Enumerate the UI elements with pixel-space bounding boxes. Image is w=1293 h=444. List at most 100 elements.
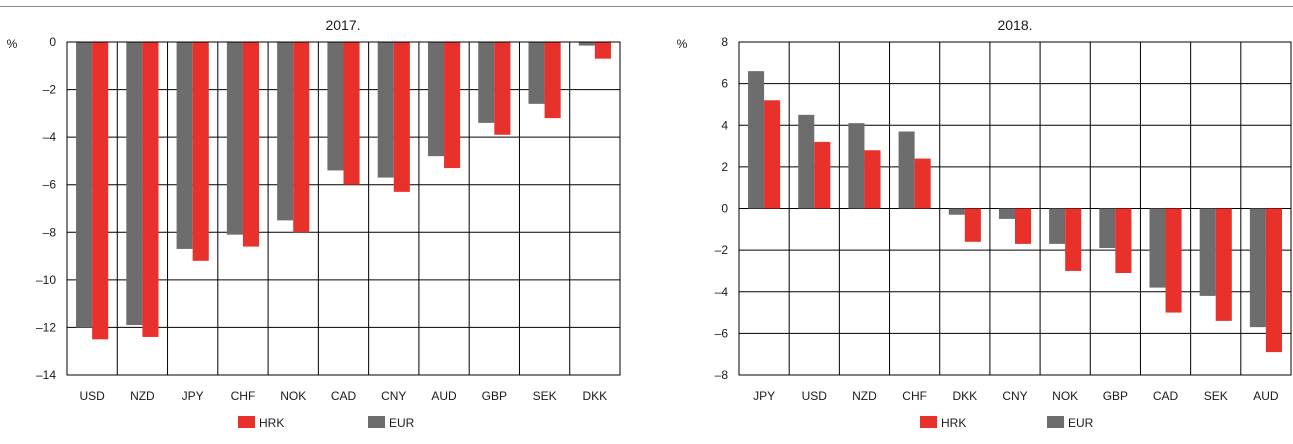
bar-eur — [327, 42, 344, 171]
x-tick-label: GBP — [482, 389, 507, 403]
bar-hrk — [764, 100, 781, 209]
bar-hrk — [814, 141, 831, 209]
bar-eur — [1049, 208, 1066, 244]
bar-hrk — [293, 42, 310, 233]
legend-label-hrk: HRK — [941, 416, 966, 430]
bar-hrk — [1265, 208, 1282, 353]
y-tick-label: 0 — [49, 35, 56, 49]
bar-hrk — [1215, 208, 1232, 321]
bar-eur — [1249, 208, 1266, 328]
bar-eur — [277, 42, 294, 221]
y-tick-label: –8 — [715, 368, 729, 382]
y-tick-label: –4 — [43, 130, 57, 144]
x-tick-label: AUD — [1253, 389, 1279, 403]
bar-hrk — [1015, 208, 1032, 244]
bar-eur — [478, 42, 495, 123]
bar-hrk — [393, 42, 410, 192]
legend-swatch-hrk — [238, 416, 255, 428]
y-tick-label: –6 — [43, 178, 57, 192]
bar-eur — [898, 131, 915, 209]
plot-frame — [66, 41, 621, 376]
bar-hrk — [914, 158, 931, 209]
chart-2: 8 6 4 2 0 –2 –4 –6 –8 JPY USD NZD CHF DKK CNY NOK GBP CAD… — [677, 17, 1292, 430]
bar-hrk — [343, 42, 360, 185]
chart-1: 0 –2 –4 –6 –8 –10 –12 –14 USD NZD JPY CHF NOK CAD CNY A… — [7, 17, 621, 430]
x-tick-label: NZD — [130, 389, 155, 403]
bar-eur — [998, 208, 1015, 219]
y-tick-label: 4 — [721, 118, 728, 132]
bar-eur — [427, 42, 445, 157]
bar-hrk — [864, 150, 881, 209]
y-tick-label: 8 — [721, 35, 728, 49]
chart-title: 2018. — [997, 17, 1032, 33]
x-tick-label: CHF — [902, 389, 927, 403]
y-tick-label: –8 — [43, 225, 57, 239]
y-axis-unit: % — [7, 37, 18, 51]
bar-hrk — [964, 208, 981, 242]
bar-eur — [848, 123, 865, 209]
bar-hrk — [142, 42, 159, 337]
plot-frame — [738, 41, 1292, 376]
bar-hrk — [192, 42, 209, 261]
x-tick-label: CAD — [1153, 389, 1179, 403]
bar-eur — [1199, 208, 1216, 296]
x-tick-label: CNY — [1002, 389, 1027, 403]
legend-swatch-eur — [368, 416, 385, 428]
bar-hrk — [594, 42, 611, 59]
legend-label-hrk: HRK — [259, 416, 284, 430]
bar-eur — [798, 114, 815, 209]
x-tick-label: AUD — [431, 389, 457, 403]
y-axis-unit: % — [677, 37, 688, 51]
y-tick-label: –4 — [715, 285, 729, 299]
bar-hrk — [1065, 208, 1082, 271]
legend-label-eur: EUR — [1068, 416, 1094, 430]
bar-eur — [578, 42, 595, 46]
bar-eur — [126, 42, 143, 326]
bar-eur — [1099, 208, 1116, 249]
x-tick-label: SEK — [1204, 389, 1228, 403]
x-tick-label: CAD — [331, 389, 357, 403]
bar-eur — [76, 42, 93, 328]
bar-eur — [948, 208, 965, 215]
bar-eur — [176, 42, 193, 249]
bar-hrk — [1165, 208, 1182, 313]
bar-hrk — [92, 42, 109, 340]
x-tick-label: JPY — [753, 389, 775, 403]
legend-swatch-eur — [1047, 416, 1064, 428]
legend-label-eur: EUR — [389, 416, 415, 430]
top-divider — [0, 6, 1293, 7]
x-tick-label: CNY — [381, 389, 406, 403]
x-tick-label: GBP — [1103, 389, 1128, 403]
y-tick-label: –2 — [715, 243, 729, 257]
x-tick-label: USD — [79, 389, 105, 403]
x-tick-label: DKK — [952, 389, 977, 403]
y-tick-label: –14 — [36, 368, 56, 382]
x-tick-label: NZD — [852, 389, 877, 403]
bar-eur — [528, 42, 545, 104]
chart-title: 2017. — [325, 17, 360, 33]
x-tick-label: NOK — [1052, 389, 1078, 403]
bar-hrk — [494, 42, 511, 135]
bar-hrk — [544, 42, 561, 119]
legend-swatch-hrk — [920, 416, 937, 428]
y-tick-label: 6 — [721, 77, 728, 91]
bar-hrk — [444, 42, 461, 169]
bar-hrk — [242, 42, 260, 247]
y-tick-label: 0 — [721, 202, 728, 216]
x-tick-label: DKK — [583, 389, 608, 403]
y-tick-label: –10 — [36, 273, 56, 287]
bar-eur — [226, 42, 243, 235]
bar-eur — [1149, 208, 1166, 288]
y-tick-label: –6 — [715, 326, 729, 340]
x-tick-label: NOK — [280, 389, 306, 403]
y-tick-label: –2 — [43, 83, 57, 97]
y-tick-label: 2 — [721, 160, 728, 174]
bar-eur — [377, 42, 394, 178]
bar-eur — [748, 71, 765, 209]
y-tick-label: –12 — [36, 320, 56, 334]
x-tick-label: JPY — [182, 389, 204, 403]
bar-hrk — [1115, 208, 1132, 274]
x-tick-label: CHF — [231, 389, 256, 403]
